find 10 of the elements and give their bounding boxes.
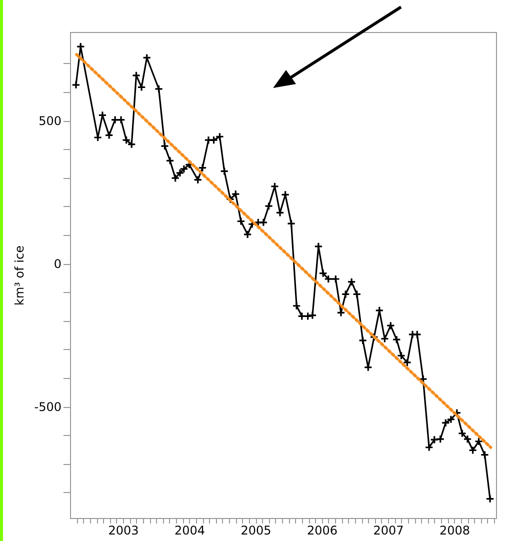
y-tick-label: -500 [34,400,62,414]
x-tick-label: 2005 [240,524,272,538]
x-tick-label: 2008 [439,524,470,538]
y-tick-label: 0 [54,257,62,272]
x-tick-label: 2003 [108,524,139,538]
x-tick-label: 2004 [174,524,206,538]
x-tick-label: 2006 [306,524,338,538]
y-tick-label: 500 [38,114,62,128]
y-axis-title: km³ of ice [12,246,26,306]
x-tick-label: 2007 [373,524,404,538]
